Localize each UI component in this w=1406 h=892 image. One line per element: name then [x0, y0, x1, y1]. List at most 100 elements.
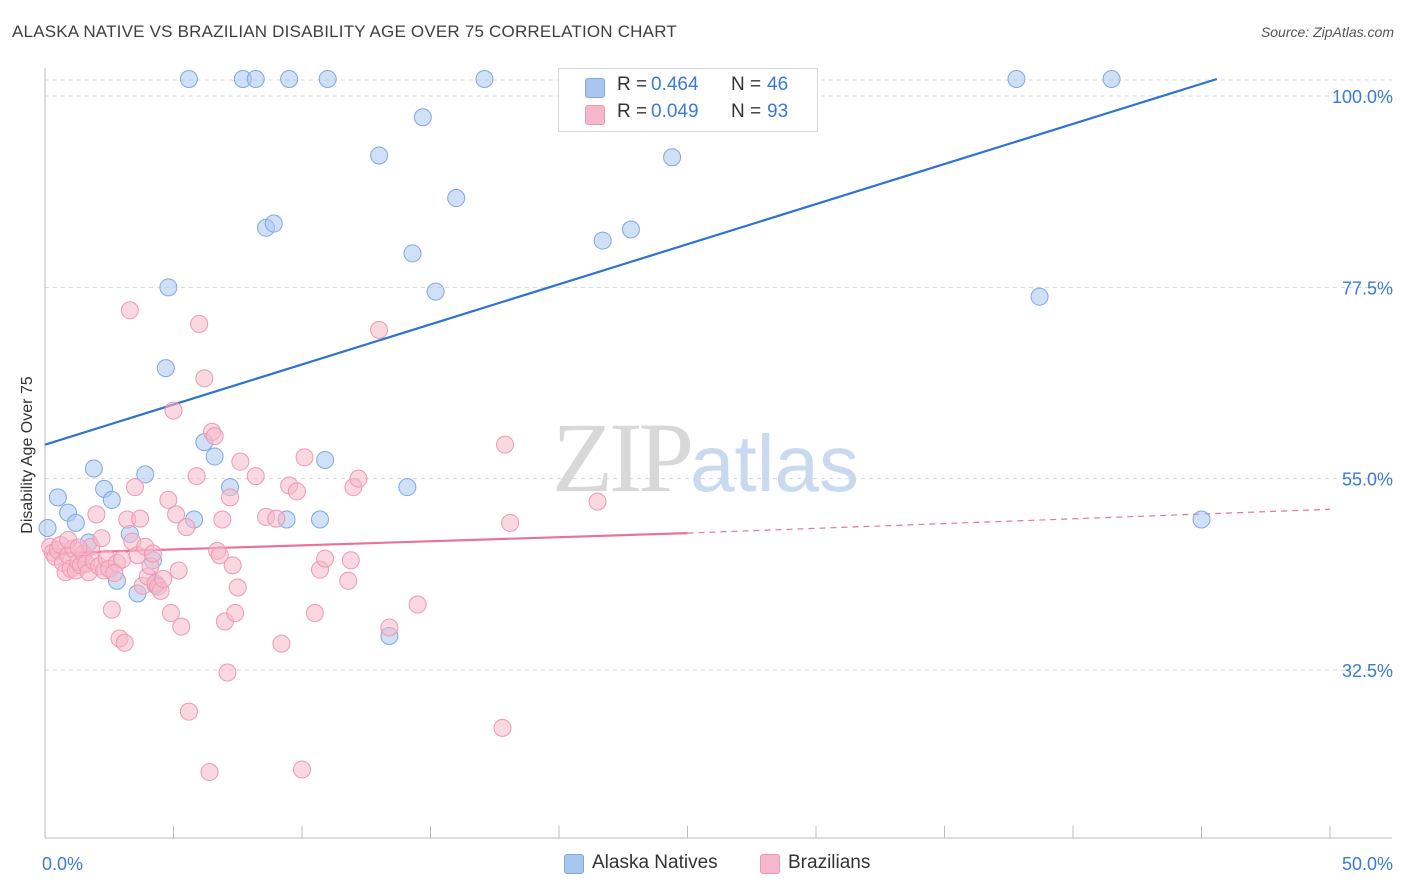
- alaska-native-point: [310, 510, 329, 529]
- tick-labels: 32.5% 55.0% 77.5% 100.0% 0.0% 50.0%: [42, 87, 1393, 874]
- alaska-native-point: [475, 69, 494, 88]
- brazilian-point: [588, 492, 607, 511]
- brazilian-point: [177, 518, 196, 537]
- brazilian-point: [223, 556, 242, 575]
- brazilian-point: [408, 595, 427, 614]
- bottom-legend-swatch-pink: [760, 854, 780, 874]
- alaska-native-point: [66, 513, 85, 532]
- legend-row-brazilians: R = 0.049 N = 93: [585, 101, 815, 127]
- alaska-native-point: [621, 220, 640, 239]
- brazilian-point: [87, 505, 106, 524]
- brazilian-point: [218, 663, 237, 682]
- legend-row-alaska: R = 0.464 N = 46: [585, 74, 815, 100]
- brazilian-point: [339, 571, 358, 590]
- y-tick-label: 77.5%: [1342, 278, 1393, 298]
- alaska-native-point: [1007, 69, 1026, 88]
- brazilian-point: [161, 604, 180, 623]
- brazilian-point: [370, 320, 389, 339]
- brazilian-point: [164, 401, 183, 420]
- brazilian-point: [200, 763, 219, 782]
- alaska-native-point: [398, 478, 417, 497]
- y-axis-label: Disability Age Over 75: [19, 376, 36, 534]
- bottom-legend-label-brazilians: Brazilians: [788, 852, 871, 873]
- brazilian-point: [120, 301, 139, 320]
- chart-title: ALASKA NATIVE VS BRAZILIAN DISABILITY AG…: [12, 22, 677, 41]
- correlation-legend: R = 0.464 N = 46 R = 0.049 N = 93: [558, 68, 818, 132]
- y-tick-label: 55.0%: [1342, 470, 1393, 490]
- brazilian-point: [213, 510, 232, 529]
- brazilian-point: [293, 760, 311, 779]
- legend-n-label: N =: [731, 101, 762, 122]
- alaska-native-point: [102, 490, 121, 509]
- watermark-atlas: atlas: [690, 419, 859, 508]
- legend-swatch-blue: [585, 78, 605, 98]
- brazilian-point: [143, 544, 162, 563]
- brazilian-point: [501, 513, 520, 532]
- brazilian-point: [195, 369, 214, 388]
- alaska-native-point: [179, 69, 198, 88]
- brazilian-point: [105, 564, 124, 583]
- brazilian-point: [341, 551, 360, 570]
- brazilian-point: [102, 600, 121, 619]
- alaska-native-point: [156, 359, 175, 378]
- brazilian-point: [316, 549, 335, 568]
- brazilian-point: [115, 633, 134, 652]
- axes: [44, 68, 1392, 839]
- x-tick-label-start: 0.0%: [42, 854, 83, 874]
- legend-n-value: 93: [767, 101, 789, 122]
- legend-n-label: N =: [731, 74, 762, 95]
- alaska-native-point: [1192, 510, 1211, 529]
- trend-lines: [44, 77, 1331, 555]
- grid-lines: [45, 79, 1392, 671]
- alaska-native-point: [447, 189, 466, 208]
- legend-r-label: R =: [617, 101, 648, 122]
- alaska-native-point: [264, 214, 283, 233]
- source-label: Source: ZipAtlas.com: [1260, 24, 1394, 40]
- alaska-native-point: [159, 278, 178, 297]
- alaska-native-point: [593, 231, 612, 250]
- bottom-legend-label-alaska: Alaska Natives: [592, 852, 718, 873]
- brazilian-point: [231, 452, 250, 471]
- alaska-native-point: [136, 465, 155, 484]
- alaska-native-point: [426, 282, 445, 301]
- legend-r-value: 0.464: [651, 74, 699, 95]
- data-points: [38, 69, 1211, 782]
- alaska-native-point: [246, 69, 265, 88]
- brazilian-trend-extension: [687, 508, 1331, 534]
- legend-n-value: 46: [767, 74, 789, 95]
- y-tick-label: 100.0%: [1332, 87, 1393, 107]
- brazilian-point: [380, 618, 399, 637]
- alaska-native-point: [663, 148, 682, 167]
- watermark: ZIPatlas: [552, 400, 859, 515]
- brazilian-point: [131, 509, 150, 528]
- brazilian-point: [493, 718, 512, 737]
- alaska-native-point: [38, 518, 57, 537]
- brazilian-point: [210, 546, 229, 565]
- brazilian-point: [226, 604, 245, 623]
- alaska-native-point: [48, 488, 67, 507]
- brazilian-point: [190, 314, 209, 333]
- brazilian-point: [295, 448, 314, 467]
- alaska-native-point: [84, 459, 103, 478]
- brazilian-point: [167, 505, 186, 524]
- alaska-native-point: [1102, 69, 1121, 88]
- brazilian-point: [169, 561, 188, 580]
- brazilian-point: [496, 435, 515, 454]
- alaska-native-point: [318, 69, 337, 88]
- alaska-native-point: [413, 108, 432, 127]
- brazilian-point: [305, 604, 324, 623]
- y-tick-label: 32.5%: [1342, 661, 1393, 681]
- brazilian-point: [159, 490, 178, 509]
- brazilian-point: [349, 469, 368, 488]
- legend-swatch-pink: [585, 105, 605, 125]
- watermark-zip: ZIP: [552, 402, 694, 513]
- alaska-native-point: [403, 244, 422, 263]
- brazilian-point: [272, 634, 291, 653]
- brazilian-point: [125, 478, 144, 497]
- brazilian-point: [172, 617, 191, 636]
- brazilian-point: [205, 427, 224, 446]
- alaska-native-point: [1030, 287, 1049, 306]
- brazilian-point: [267, 509, 286, 528]
- brazilian-point: [187, 467, 206, 486]
